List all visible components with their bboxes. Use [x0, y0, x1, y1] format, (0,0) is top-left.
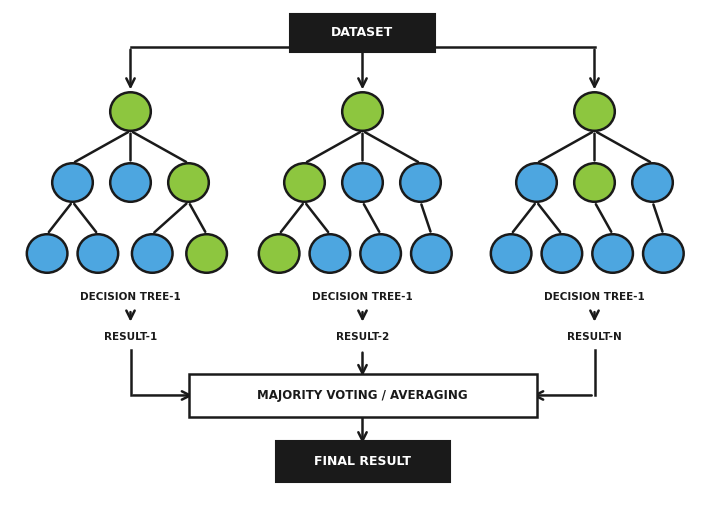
- Ellipse shape: [342, 163, 383, 202]
- Ellipse shape: [27, 234, 67, 273]
- Ellipse shape: [78, 234, 118, 273]
- Ellipse shape: [592, 234, 633, 273]
- Ellipse shape: [411, 234, 452, 273]
- Ellipse shape: [52, 163, 93, 202]
- Text: RESULT-1: RESULT-1: [104, 332, 157, 342]
- Text: DATASET: DATASET: [331, 26, 394, 40]
- Ellipse shape: [342, 92, 383, 131]
- Ellipse shape: [542, 234, 582, 273]
- Ellipse shape: [284, 163, 325, 202]
- Ellipse shape: [632, 163, 673, 202]
- FancyBboxPatch shape: [188, 374, 536, 417]
- Ellipse shape: [110, 163, 151, 202]
- Ellipse shape: [360, 234, 401, 273]
- Text: DECISION TREE-1: DECISION TREE-1: [544, 292, 645, 302]
- FancyBboxPatch shape: [290, 14, 435, 52]
- Ellipse shape: [400, 163, 441, 202]
- Text: RESULT-N: RESULT-N: [567, 332, 622, 342]
- FancyBboxPatch shape: [276, 441, 450, 482]
- Ellipse shape: [310, 234, 350, 273]
- Ellipse shape: [574, 163, 615, 202]
- Ellipse shape: [168, 163, 209, 202]
- Text: DECISION TREE-1: DECISION TREE-1: [80, 292, 181, 302]
- Text: DECISION TREE-1: DECISION TREE-1: [312, 292, 413, 302]
- Text: RESULT-2: RESULT-2: [336, 332, 389, 342]
- Text: FINAL RESULT: FINAL RESULT: [314, 455, 411, 468]
- Ellipse shape: [259, 234, 299, 273]
- Ellipse shape: [516, 163, 557, 202]
- Ellipse shape: [574, 92, 615, 131]
- Ellipse shape: [643, 234, 684, 273]
- Text: MAJORITY VOTING / AVERAGING: MAJORITY VOTING / AVERAGING: [257, 389, 468, 402]
- Ellipse shape: [491, 234, 531, 273]
- Ellipse shape: [186, 234, 227, 273]
- Ellipse shape: [110, 92, 151, 131]
- Ellipse shape: [132, 234, 173, 273]
